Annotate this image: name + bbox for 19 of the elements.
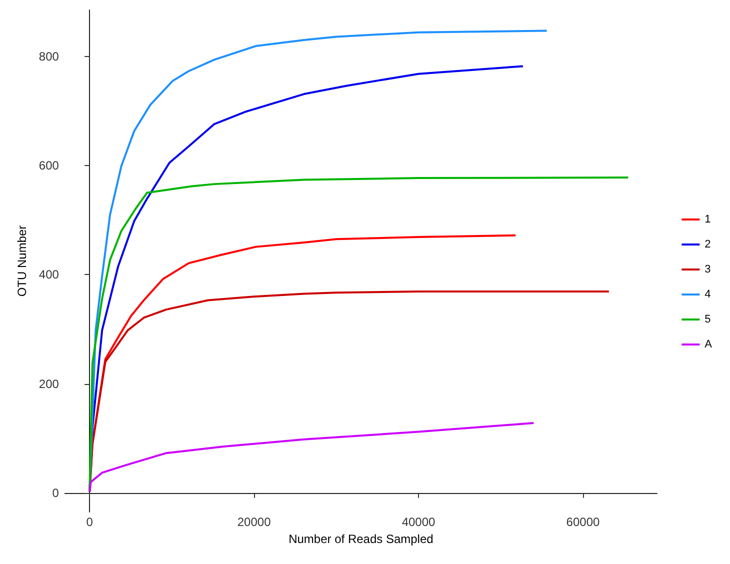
x-tick-label: 20000: [237, 515, 272, 529]
legend-label: 4: [704, 288, 711, 300]
y-tick-label: 200: [38, 376, 60, 391]
legend-label: A: [704, 338, 713, 350]
x-tick-label: 40000: [402, 515, 436, 529]
line-series: [88, 176, 630, 493]
line-series: [88, 422, 535, 493]
legend-label: 1: [704, 214, 711, 226]
legend-label: 5: [704, 314, 711, 326]
legend-label: 3: [704, 264, 711, 276]
legend-label: 2: [704, 238, 711, 250]
x-axis-title: Number of Reads Sampled: [288, 532, 434, 546]
y-axis-title: OTU Number: [15, 225, 29, 297]
x-tick-label: 0: [86, 515, 94, 529]
y-tick-label: 600: [38, 158, 60, 173]
y-tick-label: 800: [38, 49, 60, 64]
y-tick-label: 0: [52, 486, 60, 500]
x-tick-label: 60000: [566, 515, 600, 529]
y-tick-label: 400: [38, 268, 60, 282]
